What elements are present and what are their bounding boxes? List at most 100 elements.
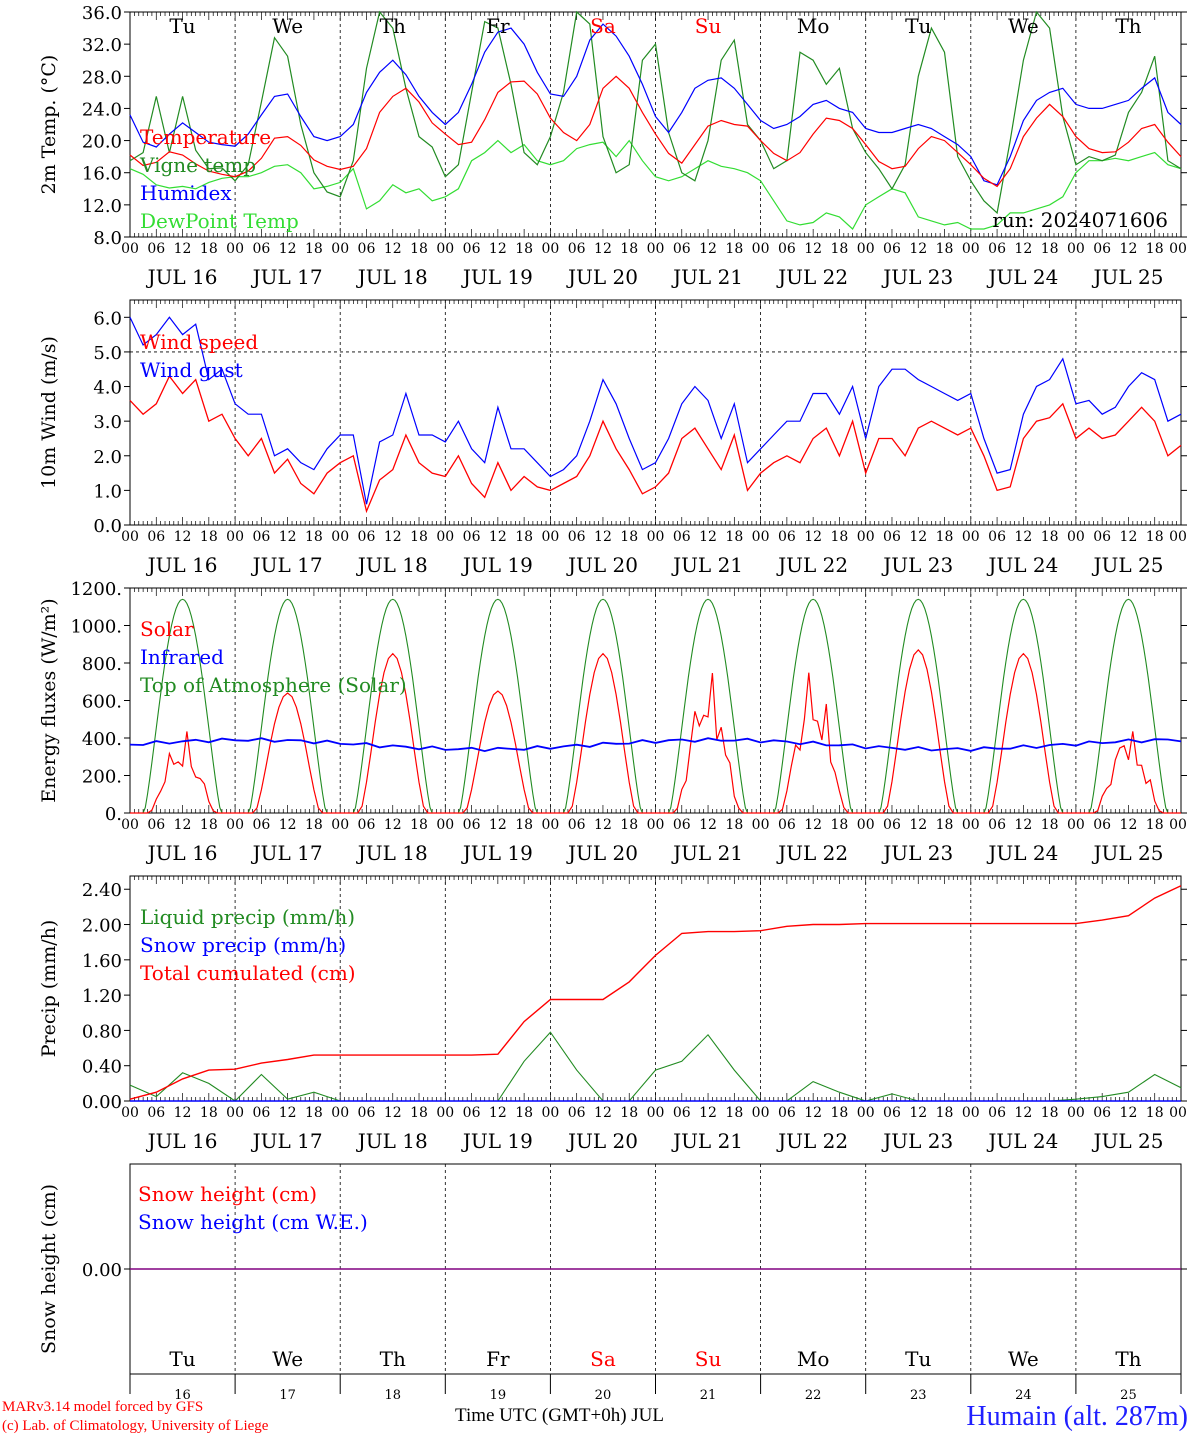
x-hour-label: 18 [1041,241,1059,257]
x-hour-label: 18 [515,817,533,833]
x-hour-label: 12 [1120,1105,1138,1121]
x-hour-label: 18 [200,241,218,257]
x-hour-label: 06 [778,817,796,833]
x-hour-label: 18 [305,529,323,545]
x-date-label: JUL 19 [461,841,533,865]
x-hour-label: 06 [252,817,270,833]
x-hour-label: 00 [962,1105,980,1121]
y-tick-label: 2.00 [82,916,122,937]
x-hour-label: 18 [515,1105,533,1121]
x-date-label: JUL 22 [776,841,848,865]
x-date-label: JUL 23 [881,1129,953,1153]
x-hour-label: 00 [647,817,665,833]
x-hour-label: 18 [410,1105,428,1121]
x-hour-label: 18 [200,1105,218,1121]
x-hour-label: 00 [121,529,139,545]
x-hour-label: 18 [620,1105,638,1121]
x-hour-label: 18 [936,529,954,545]
y-tick-label: 28.0 [82,67,122,88]
y-tick-label: 400. [82,729,122,750]
x-hour-label: 00 [647,529,665,545]
y-axis-label: Snow height (cm) [38,1184,60,1354]
x-hour-label: 12 [1120,241,1138,257]
x-hour-label: 00 [436,1105,454,1121]
x-hour-label: 00 [857,529,875,545]
x-date-label: JUL 21 [671,265,743,289]
x-date-label: JUL 24 [986,1129,1058,1153]
legend-entry: Vigne temp [139,153,256,177]
x-date-label: JUL 23 [881,553,953,577]
x-hour-label: 18 [410,241,428,257]
day-name-label: Mo [797,14,830,38]
x-hour-label: 12 [1014,241,1032,257]
x-hour-label: 00 [331,529,349,545]
y-tick-label: 8.0 [93,228,122,249]
x-date-label: JUL 25 [1091,1129,1163,1153]
x-hour-label: 00 [121,1105,139,1121]
x-hour-label: 18 [725,241,743,257]
legend-entry: Temperature [140,125,271,149]
x-hour-label: 18 [936,241,954,257]
y-tick-label: 32.0 [82,35,122,56]
x-date-label: JUL 21 [671,841,743,865]
x-date-label: JUL 24 [986,265,1058,289]
temperature-line [129,75,1182,188]
x-hour-label: 00 [752,241,770,257]
x-hour-label: 00 [226,529,244,545]
x-hour-label: 18 [200,817,218,833]
x-hour-label: 12 [1014,817,1032,833]
legend-entry: DewPoint Temp [140,209,299,233]
day-number-label: 20 [595,1388,612,1403]
x-hour-label: 06 [358,817,376,833]
x-hour-label: 06 [147,817,165,833]
legend-entry: Wind speed [140,330,258,354]
x-hour-label: 00 [436,817,454,833]
x-date-label: JUL 18 [356,265,428,289]
day-number-label: 19 [490,1388,507,1403]
x-hour-label: 06 [568,1105,586,1121]
day-number-label: 22 [805,1388,822,1403]
x-hour-label: 12 [594,529,612,545]
x-hour-label: 06 [463,529,481,545]
day-name-label: We [272,1347,303,1371]
y-tick-label: 0.00 [82,1092,122,1113]
total-cumulated-line [129,885,1182,1100]
y-tick-label: 600. [82,692,122,713]
legend-entry: Snow precip (mm/h) [140,933,346,957]
x-date-label: JUL 20 [566,553,638,577]
x-date-label: JUL 23 [881,265,953,289]
x-hour-label: 18 [936,1105,954,1121]
dewpoint-line [129,139,1182,230]
x-hour-label: 06 [358,241,376,257]
x-hour-label: 00 [1169,241,1187,257]
x-hour-label: 18 [305,1105,323,1121]
x-date-label: JUL 19 [461,553,533,577]
y-tick-label: 1.20 [82,986,122,1007]
day-name-label: Tu [169,1347,195,1371]
x-hour-label: 00 [226,817,244,833]
x-hour-label: 00 [857,1105,875,1121]
x-hour-label: 00 [1169,529,1187,545]
day-name-label: Tu [169,14,195,38]
y-tick-label: 0.00 [82,1260,122,1281]
x-hour-label: 06 [1093,241,1111,257]
day-name-label: Mo [797,1347,830,1371]
x-date-label: JUL 18 [356,1129,428,1153]
x-hour-label: 12 [489,241,507,257]
y-tick-label: 200. [82,767,122,788]
x-hour-label: 06 [778,241,796,257]
x-date-label: JUL 17 [251,553,323,577]
panel-frame [129,299,1182,526]
day-name-label: We [272,14,303,38]
y-tick-label: 0.40 [82,1057,122,1078]
x-hour-label: 06 [1093,817,1111,833]
x-hour-label: 12 [279,529,297,545]
x-hour-label: 12 [909,817,927,833]
x-hour-label: 06 [147,241,165,257]
x-hour-label: 18 [305,817,323,833]
x-hour-label: 18 [1041,529,1059,545]
x-date-label: JUL 24 [986,841,1058,865]
day-name-label: Fr [486,14,510,38]
x-hour-label: 06 [463,241,481,257]
y-tick-label: 0.80 [82,1021,122,1042]
